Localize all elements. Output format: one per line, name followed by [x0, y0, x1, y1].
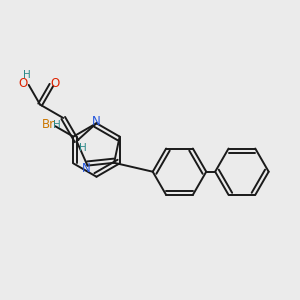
- Text: N: N: [92, 115, 101, 128]
- Text: H: H: [53, 119, 61, 130]
- Text: N: N: [82, 162, 90, 175]
- Text: O: O: [50, 77, 60, 90]
- Text: Br: Br: [42, 118, 55, 131]
- Text: H: H: [23, 70, 31, 80]
- Text: H: H: [79, 143, 87, 153]
- Text: O: O: [19, 77, 28, 90]
